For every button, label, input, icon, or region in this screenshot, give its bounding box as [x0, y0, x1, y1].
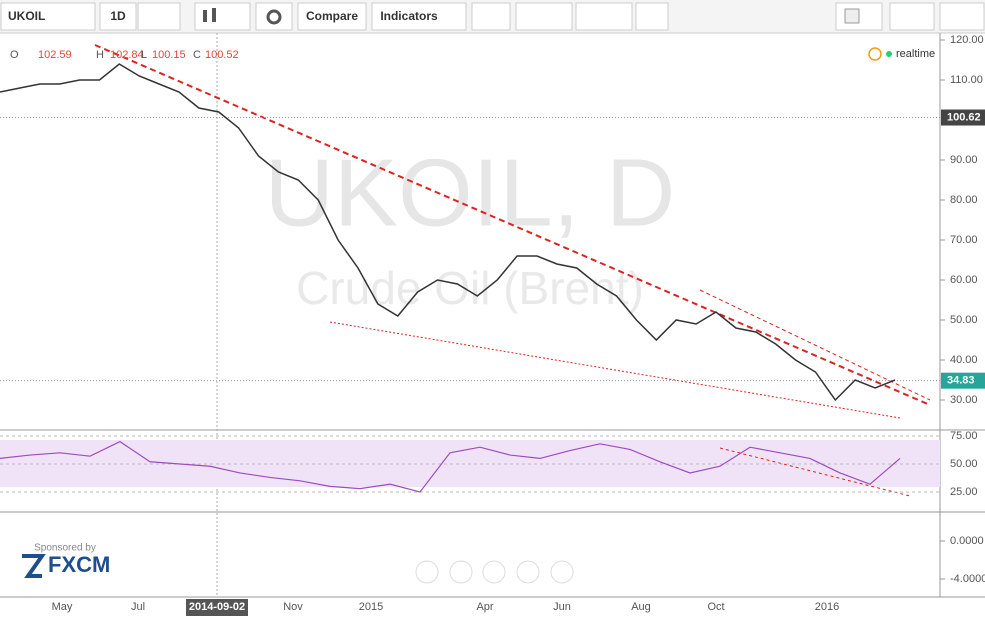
legend-o-label: O — [10, 49, 19, 61]
time-label: Nov — [283, 601, 303, 613]
navigation — [415, 560, 574, 584]
sponsor-text: Sponsored by — [34, 543, 96, 554]
macd-tick-label: -4.0000 — [950, 573, 985, 585]
trendline[interactable] — [719, 447, 911, 497]
time-highlight — [186, 599, 248, 616]
time-label: Jun — [553, 601, 571, 613]
interval[interactable]: 1D — [110, 9, 126, 23]
watermark-symbol: UKOIL, D — [265, 139, 676, 246]
indicators[interactable]: Indicators — [380, 9, 438, 23]
rsi-tick-label: 75.00 — [950, 430, 978, 442]
rsi-line — [0, 440, 901, 493]
trendline[interactable] — [699, 289, 931, 401]
compare-button[interactable] — [297, 2, 367, 31]
price-tick-label: 50.00 — [950, 314, 978, 326]
load-button[interactable] — [939, 2, 985, 31]
legend-l: 100.15 — [152, 49, 186, 61]
alert-button[interactable] — [471, 2, 511, 31]
drawing-button[interactable] — [515, 2, 573, 31]
legend-o: 102.59 — [38, 49, 72, 61]
menu-button[interactable] — [137, 2, 181, 31]
watermark-description: Crude Oil (Brent) — [296, 262, 644, 314]
price-tick-label: 80.00 — [950, 194, 978, 206]
fullscreen-button[interactable] — [635, 2, 669, 31]
legend-c: 100.52 — [205, 49, 239, 61]
rsi-tick-label: 50.00 — [950, 458, 978, 470]
status: realtime — [896, 48, 935, 60]
trendline[interactable] — [329, 321, 901, 419]
symbol[interactable]: UKOIL — [8, 9, 45, 23]
time-label: Apr — [476, 601, 493, 613]
time-label: 2015 — [359, 601, 383, 613]
interval-button[interactable] — [99, 2, 137, 31]
price-label-box — [941, 109, 985, 126]
symbol-box[interactable] — [0, 2, 96, 31]
sponsor-brand[interactable]: FXCM — [48, 552, 110, 577]
undo-redo[interactable] — [575, 2, 633, 31]
macd-tick-label: 0.0000 — [950, 535, 984, 547]
save-button[interactable] — [889, 2, 935, 31]
sponsor-logo — [22, 554, 46, 578]
price-line-series — [0, 63, 896, 402]
price-tick-label: 60.00 — [950, 274, 978, 286]
price-tick-label: 90.00 — [950, 154, 978, 166]
last-price-label: 34.83 — [947, 375, 975, 387]
price-tick-label: 120.00 — [950, 34, 984, 46]
price-label-box — [941, 372, 985, 389]
rsi-tick-label: 25.00 — [950, 486, 978, 498]
legend-h-label: H — [96, 49, 104, 61]
settings-button[interactable] — [255, 2, 293, 31]
compare[interactable]: Compare — [306, 9, 358, 23]
trendline[interactable] — [94, 44, 931, 406]
last-price-label: 100.62 — [947, 111, 981, 123]
time-label: Oct — [707, 601, 724, 613]
time-label: 2016 — [815, 601, 839, 613]
time-label: Jul — [131, 601, 145, 613]
price-tick-label: 40.00 — [950, 354, 978, 366]
price-tick-label: 110.00 — [950, 74, 983, 86]
time-label: May — [52, 601, 73, 613]
indicators-button[interactable] — [371, 2, 467, 31]
legend-l-label: L — [141, 49, 147, 61]
legend-c-label: C — [193, 49, 201, 61]
time-label: Aug — [631, 601, 651, 613]
time-label: 2014-09-02 — [189, 601, 245, 613]
price-tick-label: 70.00 — [950, 234, 978, 246]
legend-h: 102.84 — [110, 49, 144, 61]
price-tick-label: 30.00 — [950, 394, 978, 406]
